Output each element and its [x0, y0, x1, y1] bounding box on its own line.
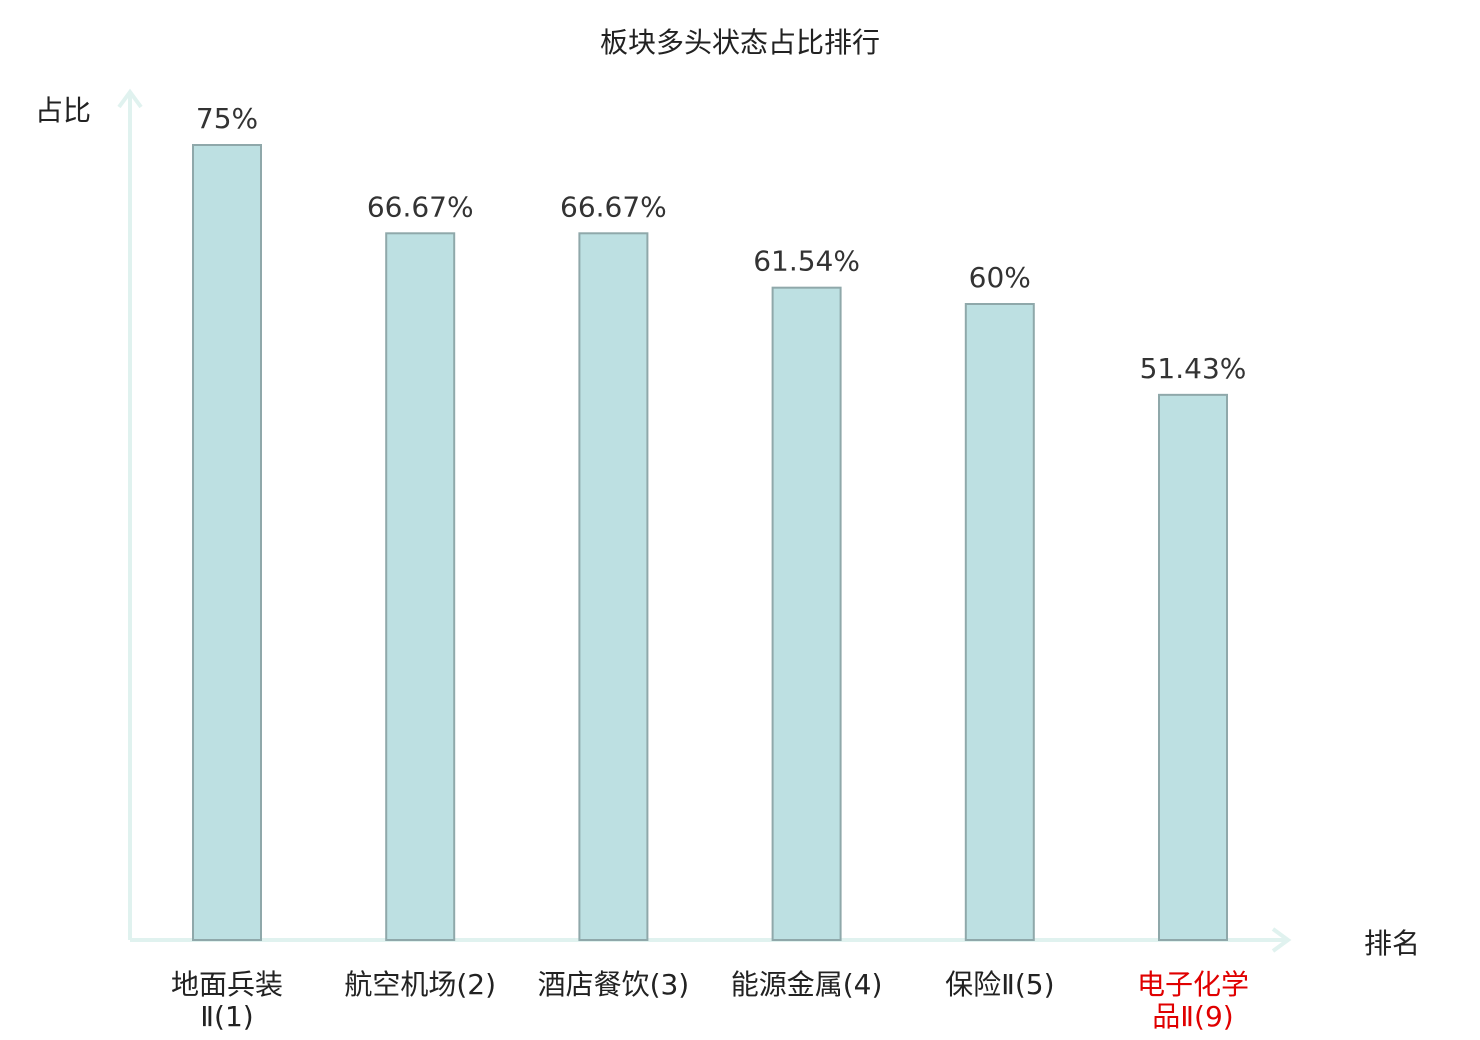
bar	[192, 144, 262, 941]
data-label: 66.67%	[367, 190, 474, 223]
bars	[192, 144, 1228, 942]
x-tick-label: 电子化学	[1137, 968, 1249, 1001]
bar	[771, 286, 842, 941]
axes	[117, 88, 1292, 953]
data-label: 51.43%	[1140, 352, 1247, 385]
data-label: 66.67%	[560, 190, 667, 223]
x-tick-label: 地面兵装	[171, 968, 283, 1001]
x-tick-label: 酒店餐饮(3)	[538, 968, 690, 1001]
data-label: 61.54%	[753, 245, 860, 278]
x-tick-label: 能源金属(4)	[731, 968, 883, 1001]
bar	[1158, 393, 1228, 942]
x-axis-arrow	[1271, 927, 1292, 953]
x-tick-label: Ⅱ(1)	[200, 1000, 253, 1033]
data-label: 75%	[196, 102, 258, 135]
x-axis-label: 排名	[1364, 927, 1420, 960]
y-axis-label: 占比	[35, 94, 91, 127]
x-tick-label: 品Ⅱ(9)	[1152, 1000, 1233, 1033]
bar	[964, 303, 1035, 941]
bar	[385, 232, 456, 942]
x-tick-label: 保险Ⅱ(5)	[945, 968, 1054, 1001]
x-tick-label: 航空机场(2)	[344, 968, 496, 1001]
y-axis-arrow	[117, 88, 143, 109]
value-labels: 75% 66.67% 66.67% 61.54% 60% 51.43%	[196, 102, 1247, 385]
chart-title: 板块多头状态占比排行	[600, 26, 880, 59]
bar	[578, 232, 649, 942]
data-label: 60%	[969, 261, 1031, 294]
